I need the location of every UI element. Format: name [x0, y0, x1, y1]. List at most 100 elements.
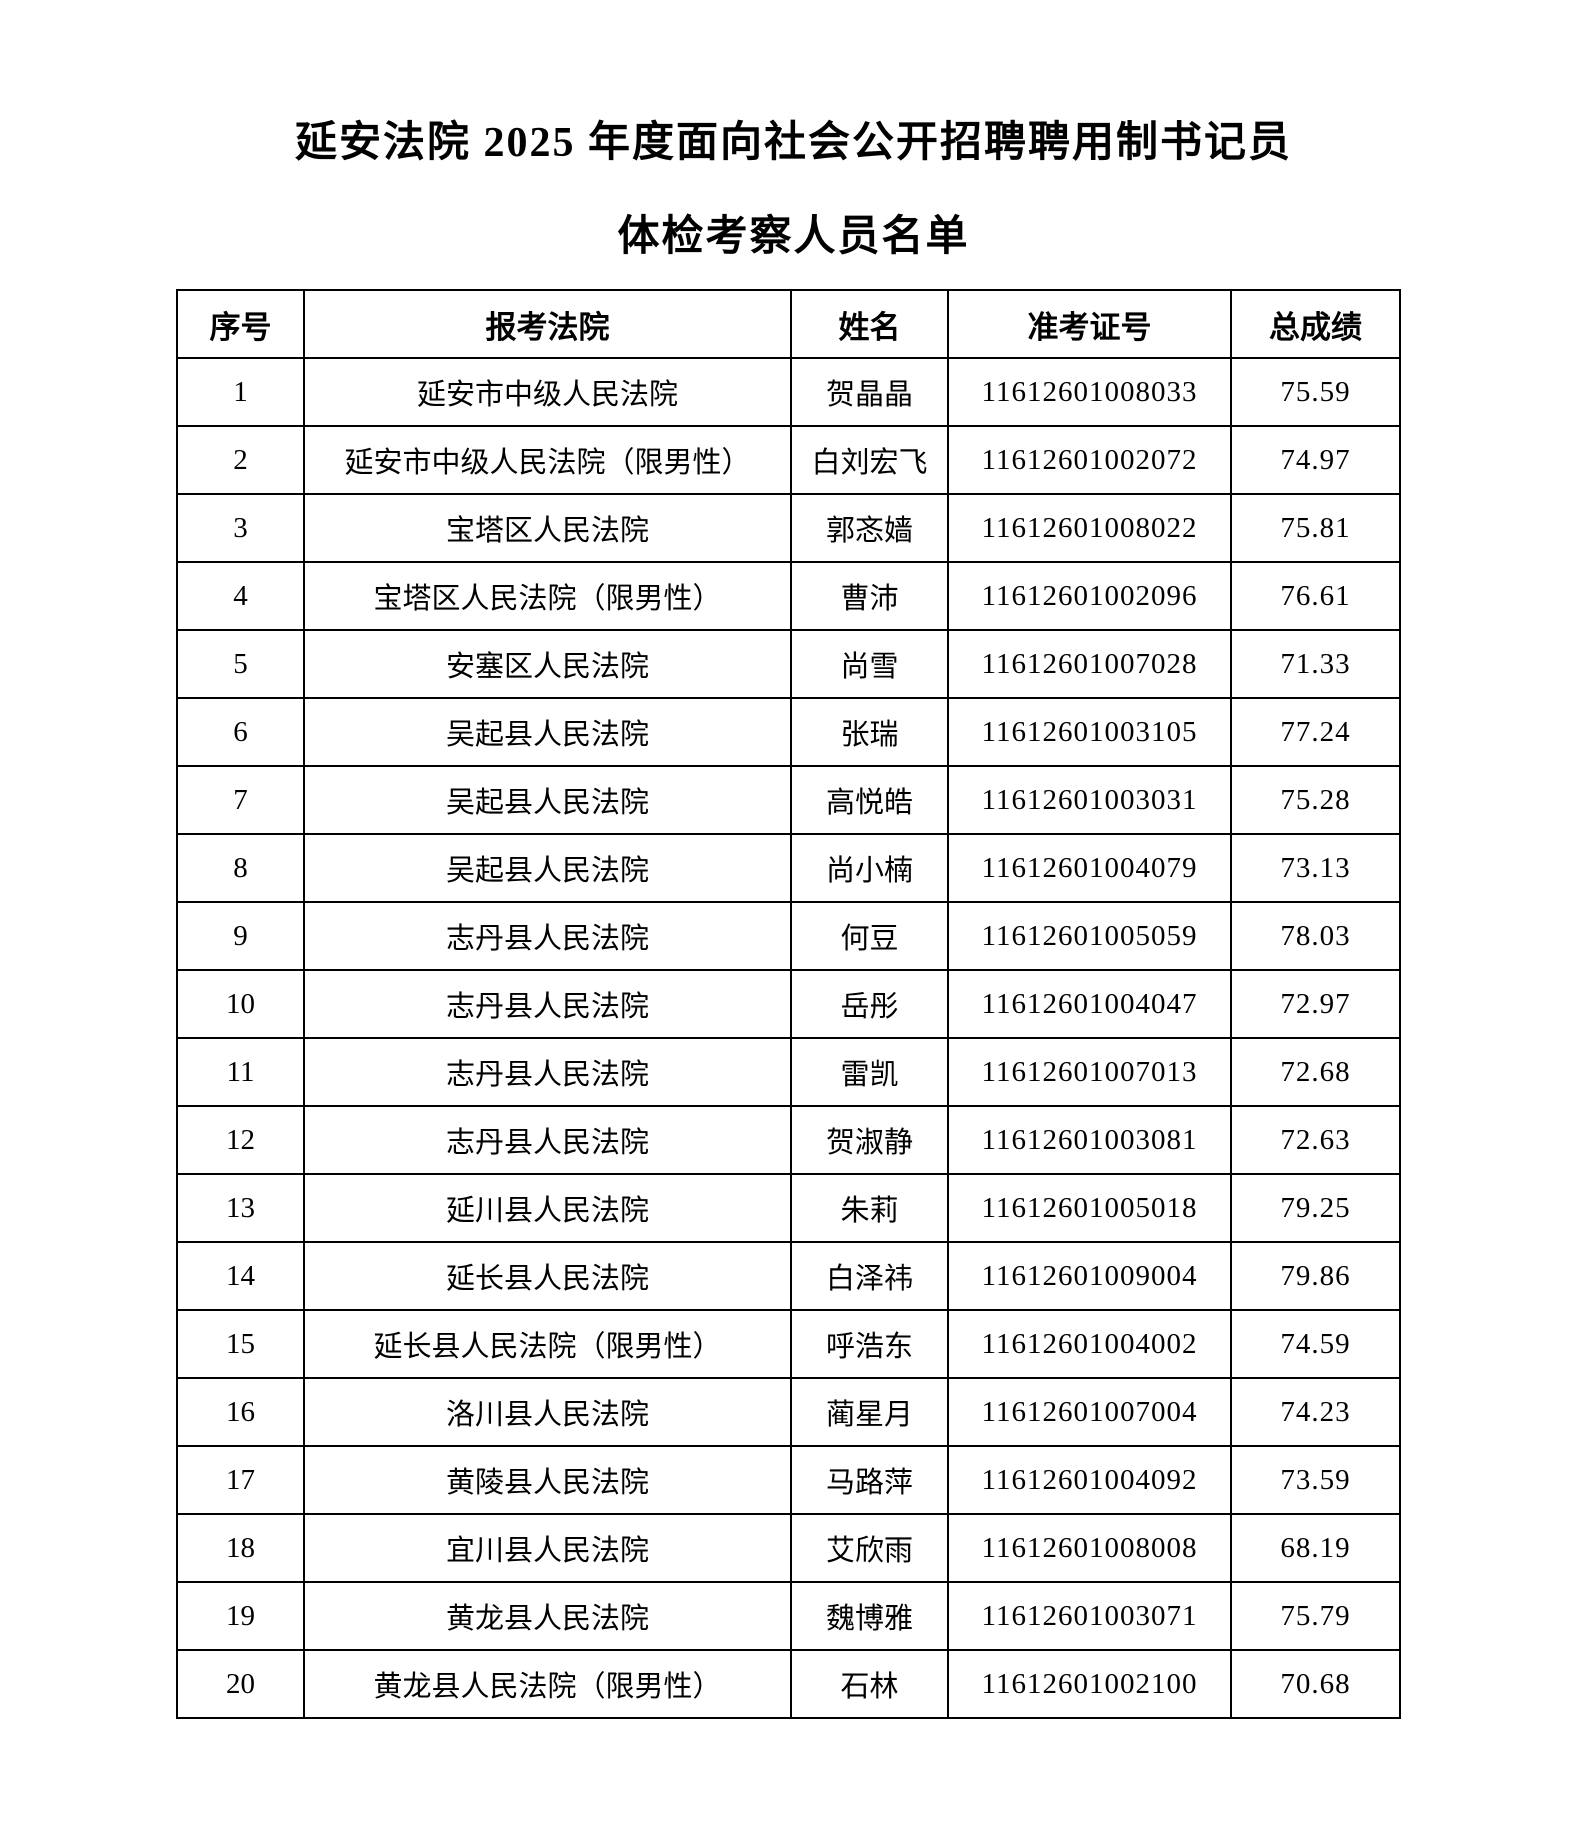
- cell-name: 魏博雅: [790, 1581, 949, 1651]
- table-row: 15 延长县人民法院（限男性） 呼浩东 11612601004002 74.59: [176, 1309, 1401, 1379]
- cell-court: 志丹县人民法院: [303, 1105, 792, 1175]
- cell-name: 贺晶晶: [790, 357, 949, 427]
- cell-score: 77.24: [1230, 697, 1401, 767]
- cell-index: 5: [176, 629, 305, 699]
- cell-score: 76.61: [1230, 561, 1401, 631]
- cell-ticket: 11612601005018: [947, 1173, 1232, 1243]
- cell-ticket: 11612601004079: [947, 833, 1232, 903]
- cell-ticket: 11612601007028: [947, 629, 1232, 699]
- cell-court: 延长县人民法院: [303, 1241, 792, 1311]
- cell-ticket: 11612601008008: [947, 1513, 1232, 1583]
- cell-name: 石林: [790, 1649, 949, 1719]
- cell-ticket: 11612601007004: [947, 1377, 1232, 1447]
- cell-ticket: 11612601004092: [947, 1445, 1232, 1515]
- cell-score: 78.03: [1230, 901, 1401, 971]
- cell-court: 安塞区人民法院: [303, 629, 792, 699]
- cell-name: 蔺星月: [790, 1377, 949, 1447]
- cell-name: 尚小楠: [790, 833, 949, 903]
- cell-ticket: 11612601007013: [947, 1037, 1232, 1107]
- cell-score: 75.81: [1230, 493, 1401, 563]
- cell-name: 尚雪: [790, 629, 949, 699]
- cell-court: 延安市中级人民法院: [303, 357, 792, 427]
- header-name: 姓名: [790, 289, 949, 359]
- cell-name: 曹沛: [790, 561, 949, 631]
- cell-name: 雷凯: [790, 1037, 949, 1107]
- cell-name: 呼浩东: [790, 1309, 949, 1379]
- cell-index: 18: [176, 1513, 305, 1583]
- table-row: 4 宝塔区人民法院（限男性） 曹沛 11612601002096 76.61: [176, 561, 1401, 631]
- cell-court: 黄龙县人民法院: [303, 1581, 792, 1651]
- cell-name: 郭忞嫱: [790, 493, 949, 563]
- cell-score: 73.13: [1230, 833, 1401, 903]
- cell-score: 73.59: [1230, 1445, 1401, 1515]
- cell-index: 9: [176, 901, 305, 971]
- cell-index: 17: [176, 1445, 305, 1515]
- cell-index: 4: [176, 561, 305, 631]
- cell-court: 洛川县人民法院: [303, 1377, 792, 1447]
- cell-index: 6: [176, 697, 305, 767]
- cell-ticket: 11612601009004: [947, 1241, 1232, 1311]
- table-row: 11 志丹县人民法院 雷凯 11612601007013 72.68: [176, 1037, 1401, 1107]
- cell-index: 11: [176, 1037, 305, 1107]
- cell-index: 2: [176, 425, 305, 495]
- header-score: 总成绩: [1230, 289, 1401, 359]
- cell-score: 74.97: [1230, 425, 1401, 495]
- cell-name: 马路萍: [790, 1445, 949, 1515]
- cell-court: 延川县人民法院: [303, 1173, 792, 1243]
- cell-name: 贺淑静: [790, 1105, 949, 1175]
- cell-ticket: 11612601002100: [947, 1649, 1232, 1719]
- cell-index: 10: [176, 969, 305, 1039]
- document-title-line2: 体检考察人员名单: [617, 214, 970, 260]
- cell-index: 19: [176, 1581, 305, 1651]
- cell-score: 71.33: [1230, 629, 1401, 699]
- table-row: 5 安塞区人民法院 尚雪 11612601007028 71.33: [176, 629, 1401, 699]
- header-court: 报考法院: [303, 289, 792, 359]
- table-row: 9 志丹县人民法院 何豆 11612601005059 78.03: [176, 901, 1401, 971]
- cell-ticket: 11612601002096: [947, 561, 1232, 631]
- cell-index: 1: [176, 357, 305, 427]
- cell-ticket: 11612601003105: [947, 697, 1232, 767]
- cell-score: 79.25: [1230, 1173, 1401, 1243]
- table-row: 12 志丹县人民法院 贺淑静 11612601003081 72.63: [176, 1105, 1401, 1175]
- cell-index: 8: [176, 833, 305, 903]
- table-row: 7 吴起县人民法院 高悦皓 11612601003031 75.28: [176, 765, 1401, 835]
- cell-index: 15: [176, 1309, 305, 1379]
- cell-name: 白刘宏飞: [790, 425, 949, 495]
- table-row: 10 志丹县人民法院 岳彤 11612601004047 72.97: [176, 969, 1401, 1039]
- cell-score: 75.28: [1230, 765, 1401, 835]
- cell-name: 白泽祎: [790, 1241, 949, 1311]
- cell-court: 吴起县人民法院: [303, 765, 792, 835]
- cell-ticket: 11612601003071: [947, 1581, 1232, 1651]
- cell-court: 黄龙县人民法院（限男性）: [303, 1649, 792, 1719]
- cell-court: 宜川县人民法院: [303, 1513, 792, 1583]
- table-row: 3 宝塔区人民法院 郭忞嫱 11612601008022 75.81: [176, 493, 1401, 563]
- cell-score: 75.79: [1230, 1581, 1401, 1651]
- cell-index: 3: [176, 493, 305, 563]
- cell-court: 志丹县人民法院: [303, 969, 792, 1039]
- cell-index: 20: [176, 1649, 305, 1719]
- cell-court: 志丹县人民法院: [303, 1037, 792, 1107]
- cell-score: 72.97: [1230, 969, 1401, 1039]
- cell-name: 岳彤: [790, 969, 949, 1039]
- cell-ticket: 11612601005059: [947, 901, 1232, 971]
- cell-court: 宝塔区人民法院: [303, 493, 792, 563]
- cell-ticket: 11612601004002: [947, 1309, 1232, 1379]
- cell-name: 艾欣雨: [790, 1513, 949, 1583]
- cell-score: 72.68: [1230, 1037, 1401, 1107]
- table-row: 18 宜川县人民法院 艾欣雨 11612601008008 68.19: [176, 1513, 1401, 1583]
- cell-index: 14: [176, 1241, 305, 1311]
- cell-court: 吴起县人民法院: [303, 697, 792, 767]
- header-index: 序号: [176, 289, 305, 359]
- cell-court: 黄陵县人民法院: [303, 1445, 792, 1515]
- cell-name: 何豆: [790, 901, 949, 971]
- table-row: 19 黄龙县人民法院 魏博雅 11612601003071 75.79: [176, 1581, 1401, 1651]
- table-body: 1 延安市中级人民法院 贺晶晶 11612601008033 75.59 2 延…: [176, 357, 1401, 1719]
- table-row: 1 延安市中级人民法院 贺晶晶 11612601008033 75.59: [176, 357, 1401, 427]
- cell-name: 高悦皓: [790, 765, 949, 835]
- cell-court: 宝塔区人民法院（限男性）: [303, 561, 792, 631]
- table-row: 6 吴起县人民法院 张瑞 11612601003105 77.24: [176, 697, 1401, 767]
- document-title-line1: 延安法院 2025 年度面向社会公开招聘聘用制书记员: [294, 120, 1292, 166]
- cell-ticket: 11612601002072: [947, 425, 1232, 495]
- cell-score: 74.23: [1230, 1377, 1401, 1447]
